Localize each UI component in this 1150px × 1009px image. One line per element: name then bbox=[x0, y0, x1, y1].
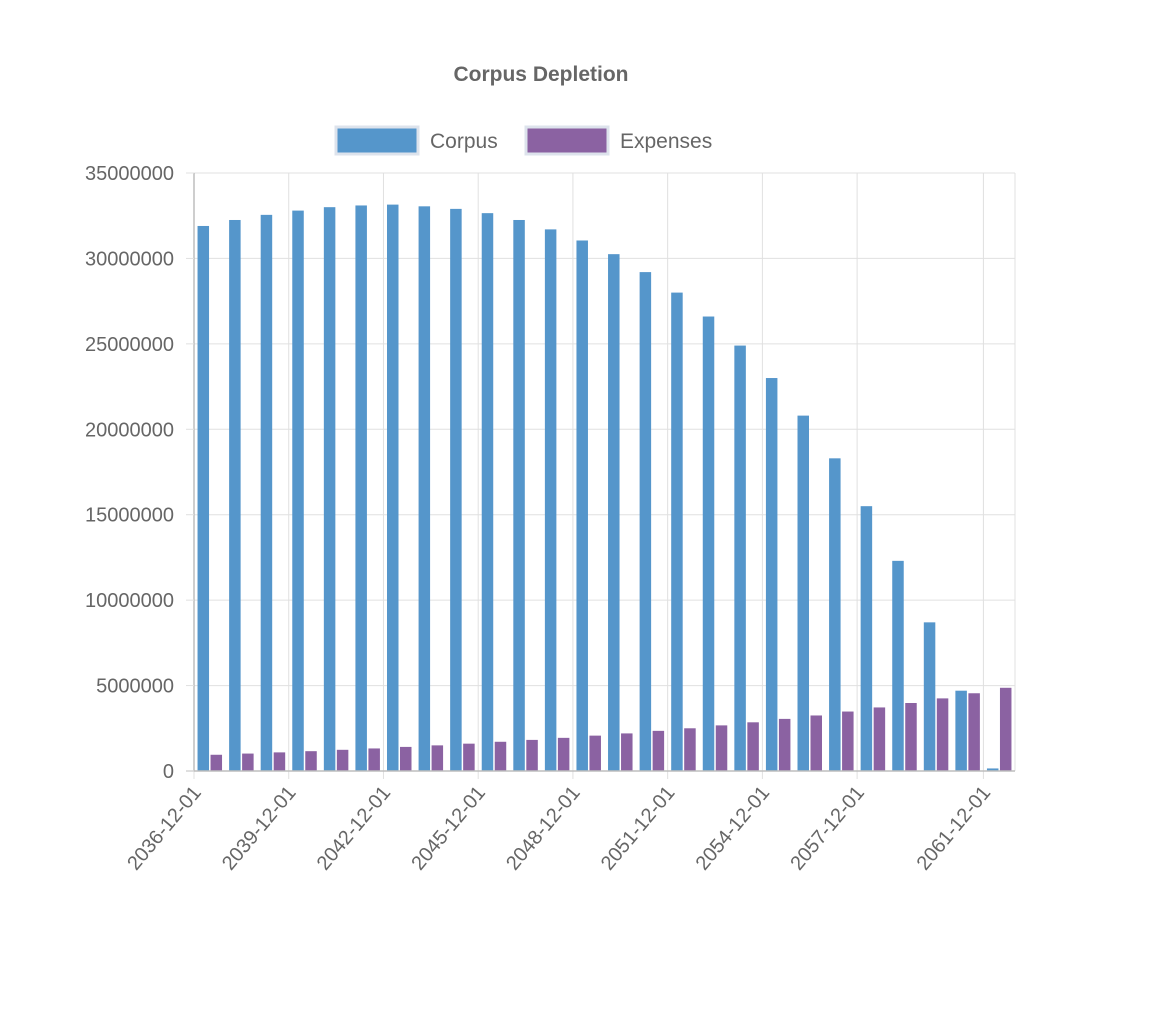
bar-expenses-2041-12-01[interactable] bbox=[368, 748, 380, 771]
bar-corpus-2043-12-01[interactable] bbox=[418, 206, 431, 771]
bar-corpus-2054-12-01[interactable] bbox=[765, 378, 778, 771]
bar-corpus-2044-12-01[interactable] bbox=[450, 208, 462, 771]
bar-expenses-2042-12-01[interactable] bbox=[400, 746, 412, 771]
legend-label-expenses[interactable]: Expenses bbox=[620, 130, 712, 153]
bar-corpus-2059-12-01[interactable] bbox=[923, 622, 936, 771]
legend-swatch-corpus[interactable] bbox=[334, 125, 420, 156]
bar-expenses-2045-12-01[interactable] bbox=[494, 741, 507, 771]
bar-corpus-2042-12-01[interactable] bbox=[387, 204, 399, 772]
bar-expenses-2040-12-01[interactable] bbox=[336, 749, 349, 771]
bar-corpus-2057-12-01[interactable] bbox=[860, 506, 873, 771]
bar-expenses-2056-12-01[interactable] bbox=[842, 711, 854, 771]
x-tick-label-1: 2039-12-01 bbox=[218, 782, 301, 875]
bar-expenses-2058-12-01[interactable] bbox=[905, 703, 917, 771]
bar-corpus-2037-12-01[interactable] bbox=[229, 219, 241, 772]
bar-expenses-2038-12-01[interactable] bbox=[273, 752, 286, 771]
x-tick-label-2: 2042-12-01 bbox=[313, 782, 396, 875]
x-tick-label-6: 2054-12-01 bbox=[692, 782, 775, 875]
bar-corpus-2045-12-01[interactable] bbox=[481, 213, 494, 771]
axes bbox=[186, 173, 1015, 772]
bar-expenses-2044-12-01[interactable] bbox=[463, 743, 475, 771]
bar-corpus-2050-12-01[interactable] bbox=[639, 272, 652, 771]
x-axis-ticks: 2036-12-01 2039-12-01 2042-12-01 2045-12-01… bbox=[123, 782, 995, 875]
x-tick-label-8: 2061-12-01 bbox=[913, 782, 996, 875]
bar-expenses-2055-12-01[interactable] bbox=[810, 715, 823, 771]
bar-expenses-2036-12-01[interactable] bbox=[210, 754, 223, 771]
bar-corpus-2053-12-01[interactable] bbox=[734, 345, 746, 771]
y-tick-label-3: 15000000 bbox=[85, 505, 174, 527]
y-tick-label-4: 20000000 bbox=[85, 419, 174, 441]
bar-corpus-2039-12-01[interactable] bbox=[292, 210, 304, 772]
bar-corpus-2060-12-01[interactable] bbox=[955, 690, 967, 771]
bar-expenses-2043-12-01[interactable] bbox=[431, 745, 444, 771]
bar-corpus-2040-12-01[interactable] bbox=[323, 207, 336, 772]
y-tick-label-6: 30000000 bbox=[85, 248, 174, 270]
bar-expenses-2046-12-01[interactable] bbox=[526, 739, 538, 771]
y-tick-label-2: 10000000 bbox=[85, 590, 174, 612]
bar-expenses-2057-12-01[interactable] bbox=[873, 707, 886, 771]
bar-corpus-2052-12-01[interactable] bbox=[702, 316, 715, 771]
bar-corpus-2048-12-01[interactable] bbox=[576, 240, 588, 772]
bar-corpus-2049-12-01[interactable] bbox=[608, 254, 620, 771]
bar-corpus-2046-12-01[interactable] bbox=[513, 219, 525, 772]
bar-expenses-2053-12-01[interactable] bbox=[747, 722, 759, 771]
x-tick-label-7: 2057-12-01 bbox=[786, 782, 869, 875]
bar-expenses-2039-12-01[interactable] bbox=[305, 751, 317, 771]
bar-corpus-2036-12-01[interactable] bbox=[197, 225, 210, 772]
bar-expenses-2051-12-01[interactable] bbox=[684, 728, 696, 771]
bar-corpus-2041-12-01[interactable] bbox=[355, 205, 367, 771]
bar-corpus-2061-12-01[interactable] bbox=[986, 768, 999, 771]
bar-expenses-2059-12-01[interactable] bbox=[936, 698, 949, 771]
bar-corpus-2038-12-01[interactable] bbox=[260, 214, 273, 772]
y-tick-label-1: 5000000 bbox=[96, 676, 174, 698]
bar-expenses-2047-12-01[interactable] bbox=[557, 737, 570, 771]
bar-expenses-2052-12-01[interactable] bbox=[715, 725, 728, 771]
bar-corpus-2055-12-01[interactable] bbox=[797, 415, 810, 771]
y-tick-label-7: 35000000 bbox=[85, 163, 174, 185]
x-tick-label-3: 2045-12-01 bbox=[407, 782, 490, 875]
y-axis-ticks: 0 5000000 10000000 15000000 20000000 25000000… bbox=[85, 163, 194, 783]
bar-expenses-2061-12-01[interactable] bbox=[999, 687, 1012, 771]
bar-corpus-2047-12-01[interactable] bbox=[544, 229, 557, 771]
legend-swatch-expenses[interactable] bbox=[524, 125, 610, 156]
bar-corpus-2051-12-01[interactable] bbox=[671, 292, 683, 771]
bar-corpus-2058-12-01[interactable] bbox=[892, 560, 904, 771]
bar-expenses-2050-12-01[interactable] bbox=[652, 730, 665, 771]
legend: Corpus Expenses bbox=[334, 125, 712, 156]
bar-expenses-2054-12-01[interactable] bbox=[778, 718, 791, 771]
x-tick-label-5: 2051-12-01 bbox=[597, 782, 680, 875]
legend-label-corpus[interactable]: Corpus bbox=[430, 130, 498, 153]
x-tick-label-0: 2036-12-01 bbox=[123, 782, 206, 875]
bar-expenses-2048-12-01[interactable] bbox=[589, 735, 601, 771]
bar-expenses-2037-12-01[interactable] bbox=[242, 753, 254, 771]
y-tick-label-0: 0 bbox=[163, 761, 174, 783]
bars bbox=[197, 204, 1012, 772]
y-tick-label-5: 25000000 bbox=[85, 334, 174, 356]
x-tick-label-4: 2048-12-01 bbox=[502, 782, 585, 875]
bar-expenses-2060-12-01[interactable] bbox=[968, 693, 980, 771]
chart-title: Corpus Depletion bbox=[453, 63, 628, 86]
grid bbox=[193, 172, 1016, 779]
bar-corpus-2056-12-01[interactable] bbox=[829, 458, 841, 771]
bar-expenses-2049-12-01[interactable] bbox=[621, 733, 633, 771]
